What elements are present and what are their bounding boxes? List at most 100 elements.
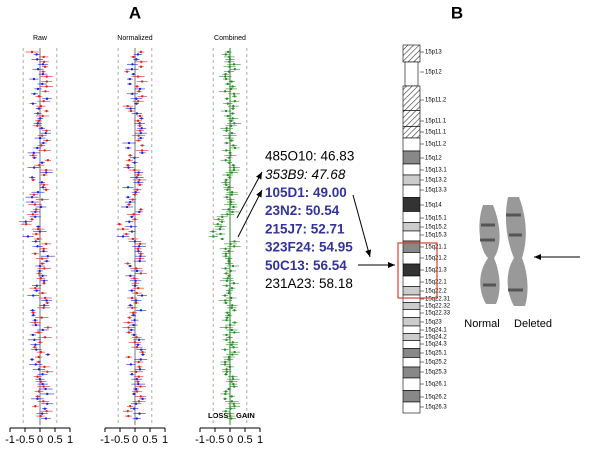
band-label: 15q21.2: [425, 256, 447, 262]
plot-title: Raw: [33, 35, 48, 42]
probe-dot: [212, 235, 215, 238]
probe-dot: [44, 188, 48, 191]
probe-dot: [140, 348, 143, 351]
probe-dot: [41, 373, 44, 376]
probe-dot: [138, 412, 141, 415]
probe-dot: [36, 112, 40, 115]
probe-dot: [138, 368, 142, 371]
band-label: 15q24.3: [425, 342, 447, 348]
probe-dot: [31, 309, 34, 312]
probe-dot: [46, 301, 49, 305]
probe-dot: [45, 109, 48, 113]
probe-dot: [32, 294, 35, 297]
probe-dot: [138, 178, 141, 182]
x-tick-label: 1: [257, 434, 263, 446]
probe-dot: [228, 151, 232, 155]
probe-dot: [230, 191, 234, 194]
probe-dot: [135, 269, 139, 273]
band-label: 15q25.3: [425, 370, 447, 376]
probe-dot: [126, 163, 130, 167]
probe-dot: [137, 400, 141, 403]
band-label: 15q14: [425, 203, 442, 209]
probe-dot: [36, 191, 40, 194]
probe-dot: [40, 198, 44, 201]
probe-dot: [141, 397, 144, 401]
probe-dot: [32, 178, 35, 182]
probe-dot: [224, 409, 227, 413]
probe-dot: [125, 205, 129, 209]
probe-dot: [226, 311, 229, 314]
band: [402, 150, 421, 165]
band: [402, 401, 421, 414]
probe-dot: [233, 95, 236, 98]
plot-title: Normalized: [117, 35, 153, 42]
probe-dot: [231, 85, 234, 88]
band: [402, 377, 421, 391]
probe-dot: [218, 227, 222, 231]
probe-dot: [227, 259, 231, 263]
probe-dot: [131, 92, 134, 96]
x-tick-label: 1: [67, 434, 73, 446]
probe-dot: [223, 363, 227, 366]
probe-dot: [224, 392, 227, 396]
probe-dot: [232, 382, 235, 386]
band-label: 15q26.1: [425, 382, 447, 388]
probe-dot: [41, 114, 44, 118]
band: [402, 325, 421, 334]
probe-dot: [227, 70, 231, 73]
probe-dot: [139, 385, 142, 388]
probe-dot: [24, 220, 27, 223]
probe-dot: [36, 395, 39, 398]
probe-dot: [42, 60, 46, 64]
probe-dot: [33, 203, 37, 206]
band-label: 15q15.3: [425, 233, 447, 239]
band: [402, 137, 421, 152]
probe-dot: [227, 208, 230, 211]
probe-dot: [232, 282, 236, 285]
probe-dot: [30, 50, 34, 54]
probe-dot: [129, 363, 133, 366]
band-label: 15q13.1: [425, 168, 447, 174]
probe-dot: [36, 237, 40, 241]
probe-dot: [127, 355, 130, 359]
arrow: [236, 171, 263, 219]
probe-dot: [232, 63, 236, 66]
probe-dot: [226, 213, 229, 216]
probe-dot: [225, 141, 228, 145]
probe-dot: [135, 370, 138, 373]
probe-dot: [127, 326, 130, 329]
probe-dot: [223, 397, 227, 401]
probe-dot: [35, 208, 38, 211]
probe-dot: [135, 58, 138, 61]
probe-dot: [231, 264, 235, 268]
probe-dot: [140, 60, 143, 64]
probe-dot: [38, 377, 42, 381]
probe-dot: [38, 163, 41, 167]
probe-dot: [137, 360, 140, 364]
probe-dot: [140, 80, 144, 83]
x-tick-label: 0.5: [47, 434, 62, 446]
probe-dot: [128, 405, 132, 408]
probe-dot: [41, 72, 45, 76]
band-label: 15q22.31: [425, 297, 451, 303]
probe-dot: [230, 417, 233, 420]
probe-dot: [137, 245, 141, 248]
probe-dot: [223, 360, 227, 364]
probe-dot: [42, 183, 46, 187]
x-tick-label: -0.5: [16, 434, 35, 446]
probe-dot: [33, 92, 36, 96]
probe-dot: [219, 232, 222, 236]
probe-dot: [225, 129, 228, 132]
probe-dot: [224, 247, 227, 250]
probe-dot: [135, 336, 138, 339]
probe-dot: [233, 350, 236, 354]
probe-dot: [232, 168, 236, 172]
probe-dot: [137, 181, 140, 184]
probe-dot: [36, 68, 40, 71]
band: [402, 333, 421, 341]
probe-dot: [37, 225, 40, 228]
probe-dot: [137, 382, 140, 386]
probe-dot: [220, 220, 224, 223]
probe-dot: [44, 387, 47, 391]
probe-dot: [232, 104, 235, 108]
